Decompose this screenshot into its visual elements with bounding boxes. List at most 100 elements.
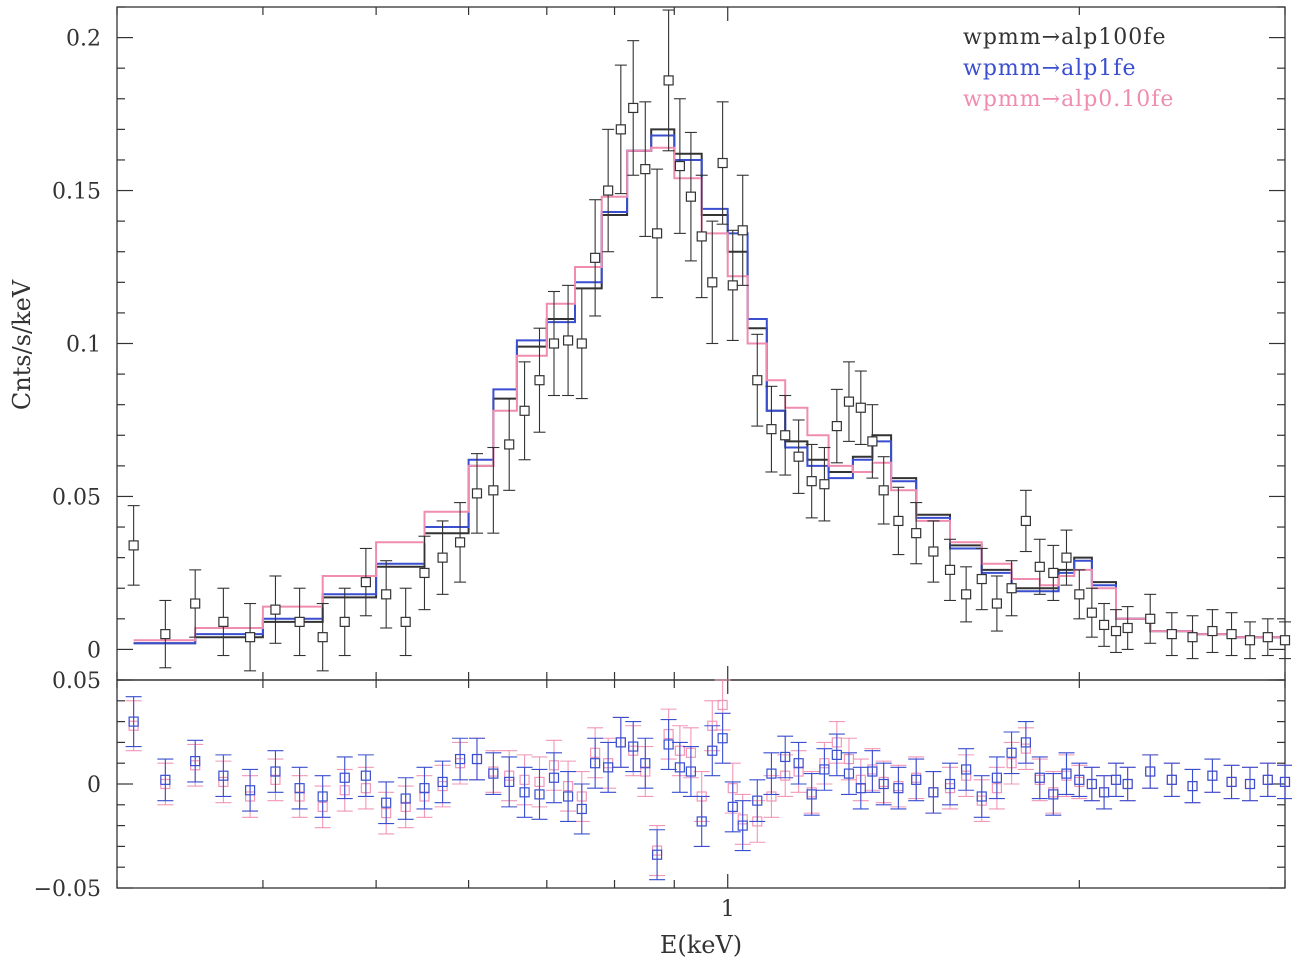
residual-point — [928, 787, 939, 798]
residual-point — [576, 803, 587, 815]
data-point — [381, 589, 392, 600]
data-point — [603, 185, 614, 196]
residual-point — [190, 756, 201, 767]
residual-point — [628, 741, 639, 752]
data-point — [696, 231, 707, 242]
data-point — [1187, 632, 1198, 643]
data-point — [793, 451, 804, 462]
data-point — [628, 102, 639, 114]
data-point — [651, 228, 663, 239]
data-point — [419, 567, 430, 579]
data-point — [1207, 625, 1218, 637]
residual-point — [1122, 778, 1133, 790]
residual-point — [1098, 787, 1110, 798]
residual-point — [831, 749, 842, 760]
data-point — [400, 616, 411, 627]
residual-point — [696, 816, 707, 827]
data-point — [1020, 515, 1031, 527]
data-point — [928, 546, 939, 557]
data-point — [218, 616, 229, 627]
data-point — [270, 604, 281, 615]
data-point — [685, 191, 697, 202]
data-point — [991, 598, 1002, 609]
residual-point — [843, 768, 855, 779]
residual-point — [819, 764, 830, 775]
residual-point — [991, 772, 1002, 783]
data-point — [961, 589, 972, 600]
residual-point — [1006, 747, 1017, 758]
legend-entry: wpmm→alp100fe — [963, 25, 1166, 50]
residual-point — [867, 766, 878, 777]
data-point — [562, 335, 574, 346]
data-point — [1122, 622, 1133, 634]
data-point — [717, 157, 728, 169]
data-point — [471, 488, 483, 499]
data-point — [1006, 583, 1017, 594]
residual-point — [590, 758, 601, 769]
residual-point — [160, 774, 171, 785]
residual-point — [615, 737, 626, 748]
residual-point — [454, 753, 466, 765]
residual-point — [562, 791, 574, 802]
x-axis-title: E(keV) — [660, 931, 742, 959]
data-point — [855, 402, 866, 413]
data-point — [663, 75, 674, 86]
x-tick-label: 1 — [721, 897, 735, 922]
residual-point — [270, 766, 281, 777]
data-point — [806, 476, 817, 487]
residual-point — [793, 758, 804, 769]
residual-point — [1086, 778, 1097, 790]
data-point — [737, 225, 748, 236]
residual-point — [1110, 774, 1122, 785]
residual-point — [1048, 789, 1059, 800]
data-point — [244, 632, 256, 643]
residual-point — [766, 768, 777, 779]
residual-point — [244, 785, 256, 796]
residual-point — [1020, 737, 1031, 748]
residual-point — [1074, 774, 1085, 785]
residual-point — [504, 776, 515, 788]
residual-point — [128, 716, 139, 727]
data-point — [1034, 561, 1045, 572]
data-point — [674, 160, 685, 172]
y-tick-label: 0 — [87, 773, 101, 798]
residual-point — [294, 783, 305, 794]
residual-point — [663, 739, 674, 750]
residual-point — [360, 770, 371, 781]
data-point — [1086, 607, 1097, 618]
residual-point — [437, 776, 448, 788]
data-point — [1262, 632, 1273, 643]
y-tick-label: 0.05 — [52, 669, 101, 694]
data-point — [548, 338, 560, 349]
data-point — [752, 375, 763, 386]
data-point — [534, 375, 545, 386]
data-point — [1166, 629, 1177, 640]
residual-point — [1207, 770, 1218, 781]
data-point — [727, 280, 738, 291]
data-point — [878, 485, 889, 496]
residual-point — [603, 762, 614, 773]
residual-point — [218, 770, 229, 781]
residual-point — [717, 733, 728, 744]
y-tick-label: −0.05 — [34, 877, 101, 902]
data-point — [707, 277, 718, 288]
residual-point — [674, 762, 685, 773]
model-line-0 — [133, 128, 1286, 645]
data-point — [504, 439, 515, 450]
data-point — [615, 124, 626, 135]
data-point — [317, 632, 328, 643]
y-tick-label: 0.05 — [52, 485, 101, 510]
data-point — [1226, 629, 1237, 640]
residual-point — [400, 793, 411, 804]
data-point — [843, 396, 855, 407]
data-point — [1110, 625, 1122, 637]
residual-point — [855, 783, 866, 794]
data-point — [519, 405, 530, 416]
residual-frame — [116, 679, 1286, 889]
data-point — [1061, 552, 1072, 563]
data-point — [911, 528, 922, 539]
data-point — [831, 420, 842, 432]
data-point — [1145, 613, 1156, 624]
residual-point — [534, 789, 545, 800]
